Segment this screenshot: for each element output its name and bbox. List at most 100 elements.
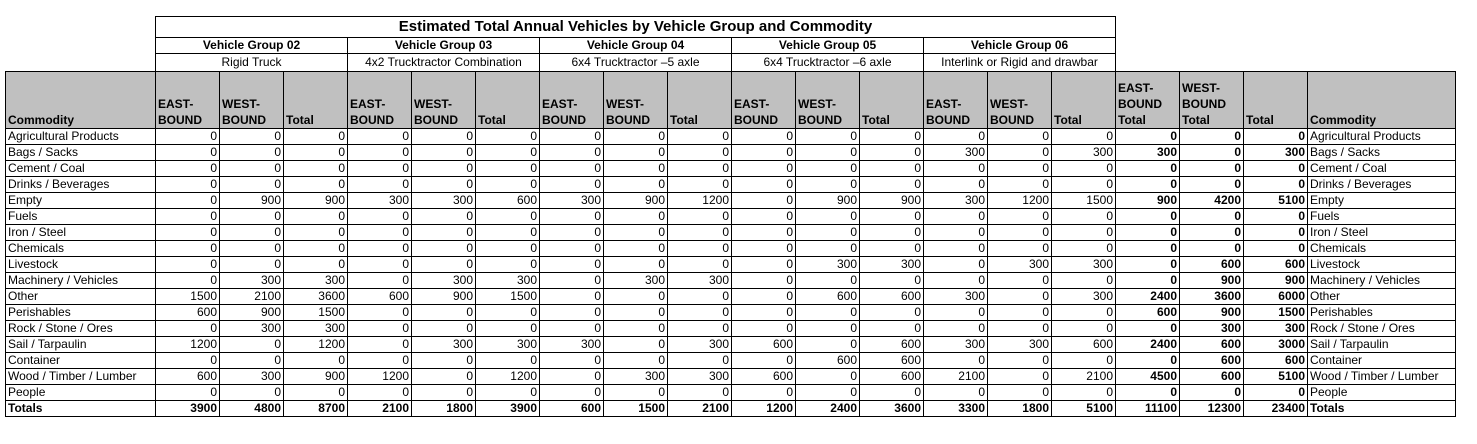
value-cell[interactable]: 0: [731, 240, 796, 257]
value-cell[interactable]: 0: [987, 368, 1052, 385]
value-cell[interactable]: 0: [539, 384, 604, 401]
header-total[interactable]: Total: [1051, 71, 1116, 129]
commodity-cell-right[interactable]: Livestock: [1307, 256, 1456, 273]
value-cell[interactable]: 300: [219, 272, 284, 289]
value-cell[interactable]: 2400: [1115, 336, 1180, 353]
value-cell[interactable]: 0: [155, 320, 220, 337]
value-cell[interactable]: 0: [603, 240, 668, 257]
value-cell[interactable]: 0: [539, 256, 604, 273]
value-cell[interactable]: 0: [539, 304, 604, 321]
value-cell[interactable]: 0: [539, 176, 604, 193]
value-cell[interactable]: 0: [795, 224, 860, 241]
value-cell[interactable]: 0: [475, 240, 540, 257]
value-cell[interactable]: 0: [859, 384, 924, 401]
value-cell[interactable]: 0: [1115, 320, 1180, 337]
value-cell[interactable]: 0: [731, 224, 796, 241]
value-cell[interactable]: 0: [987, 224, 1052, 241]
value-cell[interactable]: 0: [1179, 224, 1244, 241]
value-cell[interactable]: 0: [667, 176, 732, 193]
commodity-cell[interactable]: Rock / Stone / Ores: [5, 320, 156, 337]
value-cell[interactable]: 0: [859, 144, 924, 161]
value-cell[interactable]: 0: [923, 384, 988, 401]
value-cell[interactable]: 0: [155, 240, 220, 257]
value-cell[interactable]: 0: [219, 352, 284, 369]
value-cell[interactable]: 0: [923, 176, 988, 193]
value-cell[interactable]: 0: [411, 208, 476, 225]
value-cell[interactable]: 1200: [987, 192, 1052, 209]
value-cell[interactable]: 1500: [155, 288, 220, 305]
value-cell[interactable]: 0: [667, 160, 732, 177]
value-cell[interactable]: 0: [283, 256, 348, 273]
commodity-cell-right[interactable]: Container: [1307, 352, 1456, 369]
value-cell[interactable]: 0: [1243, 240, 1308, 257]
value-cell[interactable]: 0: [283, 160, 348, 177]
value-cell[interactable]: 0: [987, 128, 1052, 145]
value-cell[interactable]: 0: [347, 272, 412, 289]
value-cell[interactable]: 0: [1051, 352, 1116, 369]
value-cell[interactable]: 0: [987, 384, 1052, 401]
value-cell[interactable]: 600: [859, 352, 924, 369]
value-cell[interactable]: 300: [475, 272, 540, 289]
value-cell[interactable]: 1200: [283, 336, 348, 353]
header-westbound[interactable]: WEST-BOUND: [411, 71, 476, 129]
value-cell[interactable]: 0: [603, 320, 668, 337]
value-cell[interactable]: 0: [219, 208, 284, 225]
header-total[interactable]: Total: [283, 71, 348, 129]
value-cell[interactable]: 0: [731, 160, 796, 177]
value-cell[interactable]: 1800: [987, 400, 1052, 417]
value-cell[interactable]: 0: [987, 272, 1052, 289]
commodity-cell-right[interactable]: Wood / Timber / Lumber: [1307, 368, 1456, 385]
value-cell[interactable]: 0: [1179, 384, 1244, 401]
value-cell[interactable]: 0: [603, 304, 668, 321]
value-cell[interactable]: 0: [1243, 384, 1308, 401]
value-cell[interactable]: 0: [539, 224, 604, 241]
value-cell[interactable]: 0: [987, 288, 1052, 305]
commodity-cell-right[interactable]: Cement / Coal: [1307, 160, 1456, 177]
value-cell[interactable]: 300: [1051, 256, 1116, 273]
value-cell[interactable]: 300: [219, 368, 284, 385]
value-cell[interactable]: 2100: [923, 368, 988, 385]
value-cell[interactable]: 0: [731, 144, 796, 161]
value-cell[interactable]: 0: [411, 224, 476, 241]
value-cell[interactable]: 0: [603, 384, 668, 401]
value-cell[interactable]: 0: [539, 208, 604, 225]
value-cell[interactable]: 0: [347, 144, 412, 161]
value-cell[interactable]: 0: [731, 192, 796, 209]
value-cell[interactable]: 900: [1179, 304, 1244, 321]
value-cell[interactable]: 23400: [1243, 400, 1308, 417]
value-cell[interactable]: 300: [1243, 320, 1308, 337]
value-cell[interactable]: 600: [347, 288, 412, 305]
value-cell[interactable]: 0: [155, 384, 220, 401]
value-cell[interactable]: 0: [155, 176, 220, 193]
value-cell[interactable]: 0: [923, 160, 988, 177]
value-cell[interactable]: 0: [923, 352, 988, 369]
value-cell[interactable]: 2100: [1051, 368, 1116, 385]
value-cell[interactable]: 0: [603, 224, 668, 241]
value-cell[interactable]: 0: [283, 144, 348, 161]
value-cell[interactable]: 0: [987, 240, 1052, 257]
value-cell[interactable]: 300: [603, 368, 668, 385]
commodity-cell[interactable]: Perishables: [5, 304, 156, 321]
value-cell[interactable]: 0: [859, 224, 924, 241]
value-cell[interactable]: 0: [1051, 272, 1116, 289]
value-cell[interactable]: 0: [475, 144, 540, 161]
value-cell[interactable]: 0: [1115, 272, 1180, 289]
value-cell[interactable]: 0: [347, 160, 412, 177]
header-westbound[interactable]: WEST-BOUND: [987, 71, 1052, 129]
value-cell[interactable]: 300: [859, 256, 924, 273]
commodity-cell-right[interactable]: Totals: [1307, 400, 1456, 417]
value-cell[interactable]: 0: [475, 320, 540, 337]
value-cell[interactable]: 0: [667, 256, 732, 273]
value-cell[interactable]: 0: [475, 208, 540, 225]
value-cell[interactable]: 600: [1179, 336, 1244, 353]
value-cell[interactable]: 0: [411, 256, 476, 273]
commodity-cell[interactable]: Other: [5, 288, 156, 305]
commodity-cell-right[interactable]: Fuels: [1307, 208, 1456, 225]
value-cell[interactable]: 0: [603, 208, 668, 225]
header-total[interactable]: Total: [475, 71, 540, 129]
value-cell[interactable]: 0: [731, 272, 796, 289]
value-cell[interactable]: 1200: [475, 368, 540, 385]
value-cell[interactable]: 0: [155, 128, 220, 145]
value-cell[interactable]: 0: [1115, 352, 1180, 369]
value-cell[interactable]: 0: [1051, 224, 1116, 241]
